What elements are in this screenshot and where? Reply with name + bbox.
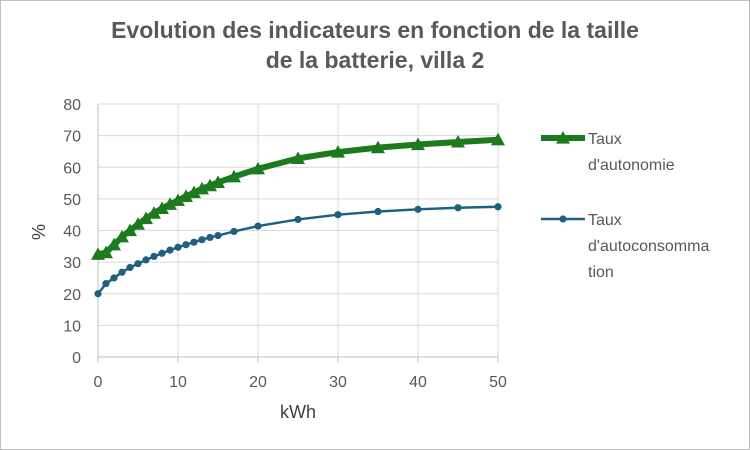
y-tick-label: 70	[63, 129, 81, 146]
data-point-triangle	[171, 193, 185, 207]
series-layer	[91, 132, 505, 298]
data-point-circle	[190, 238, 198, 246]
data-point-circle	[206, 233, 214, 242]
data-point-circle	[142, 256, 150, 264]
data-point-triangle	[411, 137, 425, 151]
legend-entry-1: Taux d'autonomie	[541, 131, 675, 174]
data-point-triangle	[211, 175, 225, 189]
x-tick-label: 50	[489, 374, 507, 391]
data-point-circle	[414, 205, 422, 213]
data-point-triangle	[203, 178, 217, 192]
data-point-circle	[174, 243, 182, 251]
data-point-triangle	[195, 181, 209, 195]
legend: Taux d'autonomie Taux d'autoconsomma tion	[541, 131, 709, 281]
data-point-circle	[294, 215, 302, 224]
data-point-triangle	[131, 217, 145, 230]
x-tick-label: 20	[249, 374, 267, 391]
data-point-circle	[158, 249, 166, 257]
data-point-circle	[198, 236, 206, 244]
data-point-circle	[230, 227, 238, 236]
data-point-triangle	[115, 229, 129, 243]
x-tick-label: 10	[169, 374, 187, 391]
data-point-circle	[110, 274, 118, 282]
data-point-triangle	[123, 223, 137, 237]
y-tick-label: 10	[63, 318, 81, 335]
legend-marker-circle	[559, 215, 567, 223]
chart-title: Evolution des indicateurs en fonction de…	[1, 15, 749, 75]
y-tick-label: 0	[72, 350, 81, 367]
legend-label: d'autoconsomma	[588, 238, 709, 255]
x-tick-label: 30	[329, 374, 347, 391]
data-point-circle	[494, 203, 502, 211]
data-point-circle	[166, 246, 174, 254]
y-tick-label: 30	[63, 255, 81, 272]
axes	[97, 104, 498, 358]
chart-title-line-1: Evolution des indicateurs en fonction de…	[111, 17, 639, 43]
data-point-triangle	[227, 169, 241, 183]
data-point-triangle	[491, 132, 505, 146]
data-point-circle	[150, 252, 158, 261]
y-tick-label: 20	[63, 287, 81, 304]
data-point-triangle	[291, 151, 305, 164]
legend-label: tion	[588, 264, 614, 281]
series-1	[91, 132, 505, 260]
x-tick-label: 0	[94, 374, 103, 391]
data-point-circle	[126, 263, 134, 272]
data-point-triangle	[331, 145, 345, 158]
tick-labels: 0 10 20 30 40 50 60 70 80 0 10 20 30 40 50	[63, 97, 507, 391]
y-tick-label: 80	[63, 97, 81, 114]
data-point-triangle	[371, 140, 385, 154]
series-2	[94, 203, 502, 298]
y-tick-label: 60	[63, 160, 81, 177]
data-point-circle	[134, 260, 142, 268]
data-point-triangle	[99, 245, 113, 259]
data-point-triangle	[155, 201, 169, 214]
data-point-circle	[454, 204, 462, 212]
data-point-circle	[374, 207, 382, 216]
data-point-triangle	[451, 134, 465, 148]
legend-marker-triangle	[556, 131, 570, 144]
y-tick-label: 50	[63, 192, 81, 209]
y-tick-label: 40	[63, 224, 81, 241]
data-point-circle	[214, 231, 222, 240]
data-point-circle	[94, 290, 102, 298]
chart-title-line-2: de la batterie, villa 2	[265, 47, 485, 73]
legend-label: Taux	[588, 131, 622, 148]
data-point-circle	[182, 241, 190, 249]
legend-label: d'autonomie	[588, 157, 675, 174]
data-point-circle	[334, 211, 342, 219]
x-axis-label: kWh	[280, 402, 316, 422]
data-point-circle	[254, 222, 262, 230]
data-point-triangle	[107, 237, 121, 251]
legend-entry-2: Taux d'autoconsomma tion	[541, 212, 709, 281]
data-point-triangle	[251, 161, 265, 175]
data-point-triangle	[139, 211, 153, 225]
data-point-triangle	[147, 206, 161, 219]
gridlines	[97, 103, 499, 362]
x-tick-label: 40	[409, 374, 427, 391]
data-point-circle	[102, 280, 110, 288]
data-point-triangle	[187, 185, 201, 199]
legend-label: Taux	[588, 212, 622, 229]
data-point-circle	[118, 268, 126, 276]
data-point-triangle	[163, 197, 177, 210]
y-axis-label: %	[29, 224, 49, 240]
data-point-triangle	[179, 189, 193, 202]
